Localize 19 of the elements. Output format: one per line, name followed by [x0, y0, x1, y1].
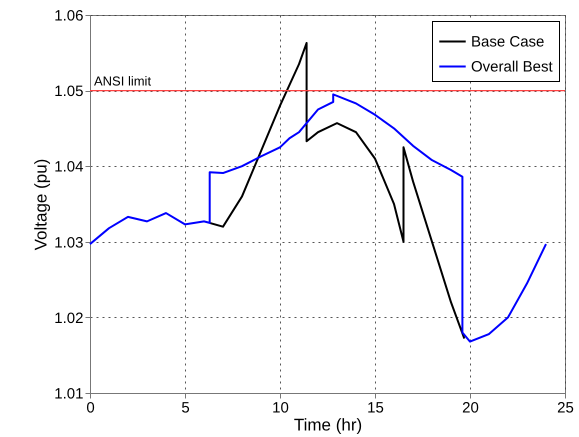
x-tick-label: 20: [462, 400, 479, 416]
y-tick-label: 1.06: [54, 8, 84, 24]
y-tick-label: 1.03: [54, 234, 84, 252]
x-tick-label: 15: [367, 400, 384, 416]
x-tick-label: 10: [272, 400, 289, 416]
legend-label: Overall Best: [471, 58, 554, 76]
y-tick-label: 1.01: [54, 386, 84, 402]
x-axis-title: Time (hr): [294, 416, 362, 434]
y-axis-title: Voltage (pu): [31, 158, 50, 250]
x-tick-label: 25: [557, 400, 574, 416]
y-tick-label: 1.02: [54, 310, 84, 327]
y-tick-label: 1.05: [54, 83, 84, 100]
line-series: [89, 93, 547, 343]
x-tick-label: 5: [181, 400, 190, 416]
legend-label: Base Case: [471, 34, 544, 50]
y-tick-label: 1.04: [54, 158, 84, 176]
line-series: [208, 42, 466, 340]
ref-line-label: ANSI limit: [94, 74, 152, 89]
x-tick-label: 0: [86, 400, 95, 416]
